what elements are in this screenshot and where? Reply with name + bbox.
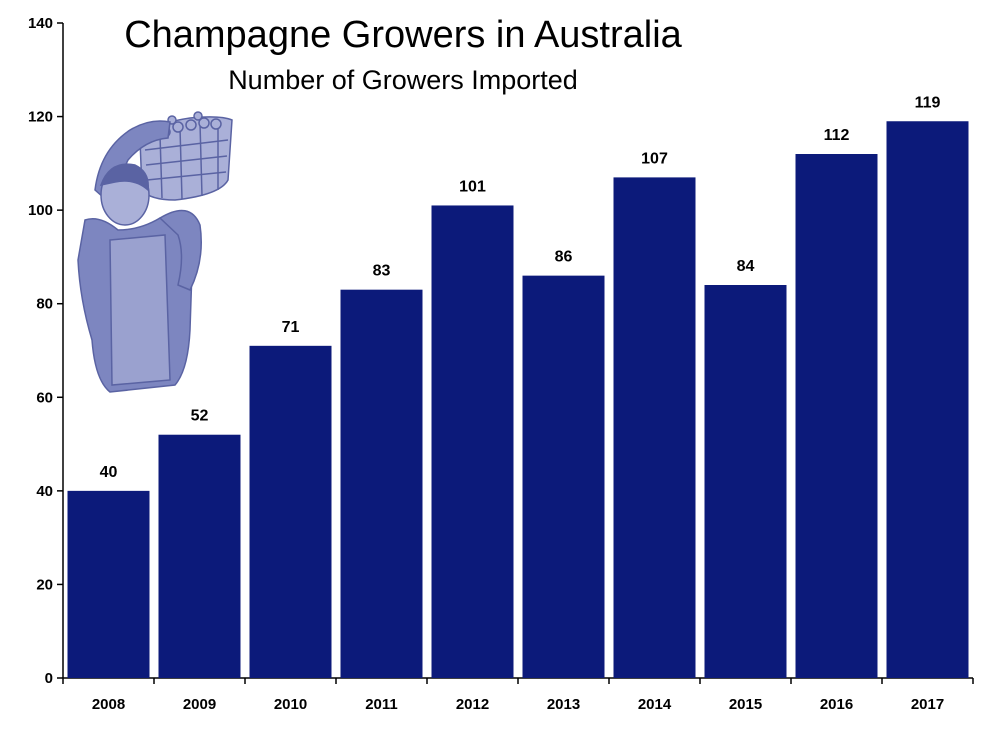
y-tick-label: 0 [45,670,53,687]
data-label-2011: 83 [373,263,391,280]
data-label-2014: 107 [641,150,668,167]
x-tick-label-2013: 2013 [547,696,580,713]
data-label-2016: 112 [824,127,850,144]
bar-2016 [795,154,878,678]
bars [67,121,969,678]
y-tick-label: 40 [36,483,53,500]
x-tick-label-2014: 2014 [638,696,672,713]
bar-2014 [613,177,696,678]
data-label-2009: 52 [191,408,209,425]
x-tick-label-2012: 2012 [456,696,489,713]
y-tick-label: 60 [36,389,53,406]
bar-2008 [67,490,150,678]
bar-2013 [522,275,605,678]
bar-2011 [340,289,423,678]
y-tick-label: 80 [36,296,53,313]
x-tick-label-2011: 2011 [365,696,398,713]
bar-2012 [431,205,514,678]
x-tick-label-2008: 2008 [92,696,125,713]
x-tick-label-2016: 2016 [820,696,853,713]
x-ticks: 2008 2009 2010 2011 2012 2013 2014 2015 2016 2017 [62,678,974,713]
x-tick-label-2010: 2010 [274,696,307,713]
data-label-2013: 86 [555,249,573,266]
data-labels: 40 52 71 83 101 86 107 84 112 119 [100,94,941,481]
x-tick-label-2009: 2009 [183,696,216,713]
x-tick-label-2015: 2015 [729,696,762,713]
data-label-2012: 101 [459,178,486,195]
bar-2010 [249,345,332,678]
y-tick-label: 140 [28,15,53,32]
data-label-2017: 119 [915,94,941,111]
data-label-2008: 40 [100,464,118,481]
data-label-2010: 71 [282,319,300,336]
bar-2009 [158,434,241,678]
data-label-2015: 84 [737,258,755,275]
x-tick-label-2017: 2017 [911,696,944,713]
chart-subtitle: Number of Growers Imported [228,65,578,95]
grape-picker-icon [77,111,233,393]
chart-title: Champagne Growers in Australia [124,14,682,56]
y-tick-label: 100 [28,202,53,219]
bar-2015 [704,285,787,678]
y-ticks: 0 20 40 60 80 100 120 140 [28,15,63,687]
y-tick-label: 20 [36,576,53,593]
y-tick-label: 120 [28,109,53,126]
bar-2017 [886,121,969,678]
